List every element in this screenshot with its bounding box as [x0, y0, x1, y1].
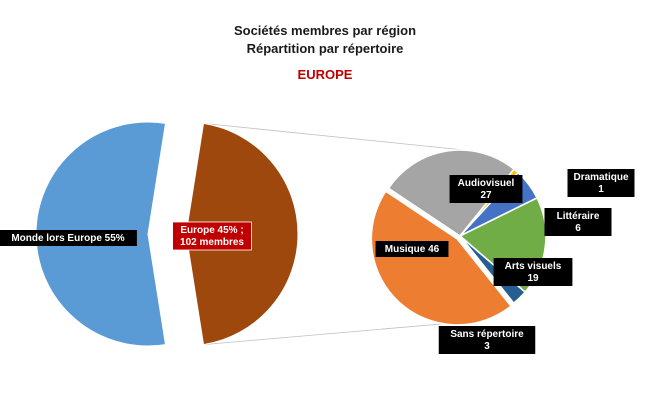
label-musique: Musique 46: [375, 241, 449, 257]
svg-text:Sans répertoire: Sans répertoire: [450, 329, 524, 340]
svg-text:Monde lors Europe 55%: Monde lors Europe 55%: [11, 233, 124, 244]
svg-text:Europe 45% ;: Europe 45% ;: [180, 225, 243, 236]
svg-text:Musique 46: Musique 46: [385, 244, 440, 255]
chart-region: EUROPE: [297, 67, 353, 82]
svg-text:Dramatique: Dramatique: [573, 172, 628, 183]
label-europe: Europe 45% ;102 membres: [172, 221, 252, 251]
svg-text:Littéraire: Littéraire: [557, 211, 600, 222]
chart-titles: Sociétés membres par région Répartition …: [0, 22, 650, 84]
svg-text:3: 3: [484, 341, 490, 352]
label-monde-lors-europe-55: Monde lors Europe 55%: [0, 230, 137, 246]
svg-text:102 membres: 102 membres: [180, 237, 244, 248]
svg-text:19: 19: [527, 273, 539, 284]
slice-sans-repertoire: [459, 235, 527, 305]
svg-text:6: 6: [575, 223, 581, 234]
slice-musique: [370, 190, 513, 326]
connector-line-bottom: [203, 321, 465, 346]
svg-text:Audiovisuel: Audiovisuel: [458, 178, 515, 189]
svg-text:Arts visuels: Arts visuels: [505, 261, 562, 272]
connector-line-top: [203, 122, 465, 151]
svg-text:1: 1: [598, 184, 604, 195]
chart-title: Sociétés membres par région: [233, 23, 417, 38]
chart-subtitle: Répartition par répertoire: [246, 41, 404, 56]
svg-text:27: 27: [480, 190, 492, 201]
